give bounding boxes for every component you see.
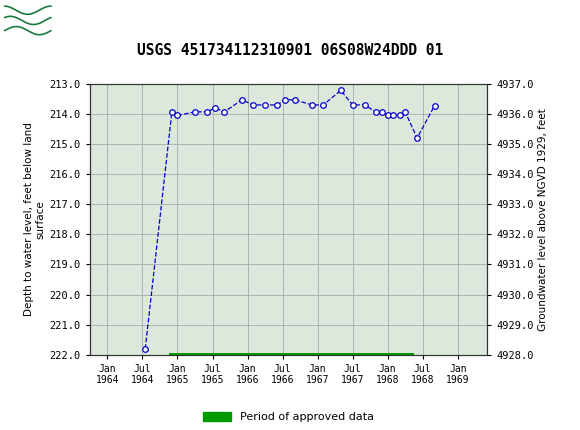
Text: USGS: USGS [58, 10, 126, 31]
FancyBboxPatch shape [3, 2, 52, 39]
Legend: Period of approved data: Period of approved data [199, 407, 378, 427]
Text: USGS 451734112310901 06S08W24DDD 01: USGS 451734112310901 06S08W24DDD 01 [137, 43, 443, 58]
Y-axis label: Groundwater level above NGVD 1929, feet: Groundwater level above NGVD 1929, feet [538, 108, 548, 331]
Y-axis label: Depth to water level, feet below land
surface: Depth to water level, feet below land su… [24, 123, 45, 316]
Bar [169, 353, 414, 356]
